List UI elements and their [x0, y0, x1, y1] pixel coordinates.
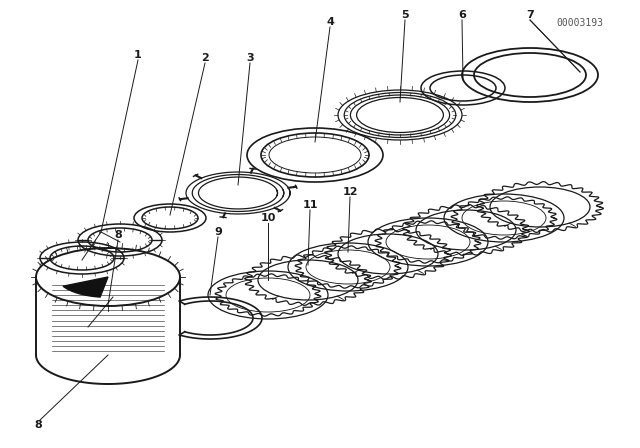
- Text: 10: 10: [260, 213, 276, 223]
- Text: 9: 9: [214, 227, 222, 237]
- Text: 2: 2: [201, 53, 209, 63]
- Text: 6: 6: [458, 10, 466, 20]
- Text: 1: 1: [134, 50, 142, 60]
- Polygon shape: [63, 277, 108, 297]
- Text: 11: 11: [302, 200, 317, 210]
- Text: 3: 3: [246, 53, 254, 63]
- Text: 8: 8: [114, 230, 122, 240]
- Text: 00003193: 00003193: [557, 18, 604, 28]
- Text: 7: 7: [526, 10, 534, 20]
- Text: 4: 4: [326, 17, 334, 27]
- Text: 5: 5: [401, 10, 409, 20]
- Text: 8: 8: [34, 420, 42, 430]
- Text: 12: 12: [342, 187, 358, 197]
